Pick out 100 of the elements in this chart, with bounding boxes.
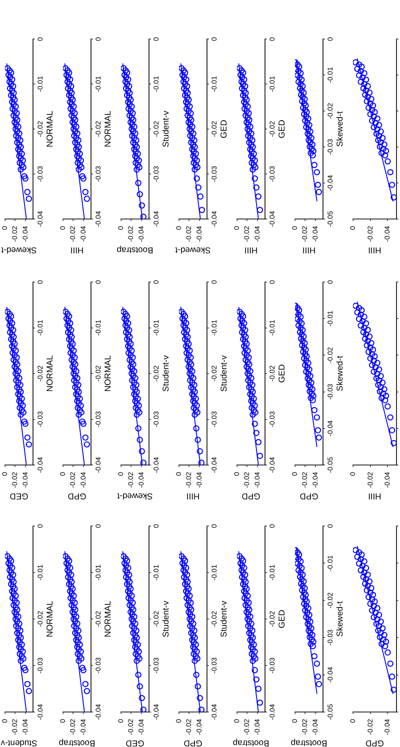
point [67, 88, 74, 94]
point [307, 384, 314, 390]
point [180, 329, 188, 336]
point [305, 115, 312, 122]
point [387, 414, 394, 421]
point [6, 310, 13, 318]
point [375, 382, 382, 388]
point [244, 358, 251, 366]
point [70, 364, 76, 370]
point [238, 322, 245, 329]
point [252, 409, 258, 416]
point [186, 608, 192, 616]
point [67, 576, 74, 583]
point [354, 66, 360, 72]
point [18, 166, 24, 173]
point [140, 460, 146, 465]
point [78, 655, 84, 662]
point [74, 148, 81, 155]
point [250, 155, 256, 162]
point [12, 340, 18, 347]
point [390, 440, 396, 446]
point [308, 380, 314, 386]
point [250, 162, 257, 168]
point [128, 604, 135, 610]
x-axis-title: Skewed-t [0, 246, 37, 256]
point [298, 331, 305, 338]
point [12, 370, 19, 377]
point [135, 180, 142, 186]
point [372, 120, 379, 126]
point [14, 361, 20, 368]
point [248, 374, 254, 382]
point [246, 618, 252, 624]
point [246, 116, 252, 124]
point [372, 108, 378, 116]
point [381, 386, 388, 392]
point [18, 653, 25, 660]
point [253, 676, 260, 683]
point [295, 68, 302, 74]
point [367, 600, 374, 607]
point [301, 355, 308, 362]
point [298, 336, 304, 342]
point [136, 164, 142, 170]
point [198, 206, 206, 214]
point [182, 70, 188, 76]
point [66, 558, 72, 564]
point [303, 602, 310, 610]
point [358, 78, 364, 85]
point [133, 628, 140, 634]
point [252, 175, 258, 182]
point [128, 108, 134, 114]
x-axis-title: HIII [70, 246, 84, 256]
point [12, 592, 19, 599]
point [15, 124, 22, 130]
point [14, 128, 20, 134]
point [9, 342, 16, 350]
point [124, 92, 130, 98]
point [70, 616, 77, 622]
point [247, 636, 254, 644]
point [78, 164, 84, 170]
point [240, 324, 246, 331]
point [15, 368, 22, 374]
point [244, 103, 251, 110]
x-axis-title: HIII [244, 246, 258, 256]
point [128, 96, 134, 103]
point [244, 108, 250, 114]
point [295, 567, 302, 574]
point [298, 70, 304, 76]
point [80, 420, 86, 427]
point [378, 384, 384, 390]
point [250, 641, 257, 648]
point [72, 361, 78, 368]
point [76, 646, 82, 652]
point [124, 581, 130, 588]
point [71, 611, 78, 618]
point [122, 562, 130, 569]
point [132, 160, 139, 166]
point [126, 345, 133, 352]
point [70, 597, 76, 604]
y-axis-title: NORMAL [44, 110, 54, 148]
point [362, 331, 370, 338]
point [128, 358, 135, 366]
point [6, 322, 13, 329]
point [194, 402, 200, 409]
point [12, 348, 19, 354]
point [306, 132, 312, 139]
point [184, 345, 191, 352]
y-axis-title: GED [218, 120, 228, 138]
point [244, 119, 250, 126]
point [194, 409, 200, 416]
point [20, 409, 26, 416]
point [180, 567, 187, 574]
point [240, 581, 246, 588]
point [21, 173, 28, 180]
point [140, 706, 146, 712]
point [135, 672, 142, 678]
point [240, 70, 246, 76]
point [14, 372, 20, 379]
point [358, 552, 365, 558]
point [12, 126, 19, 132]
point [73, 124, 80, 130]
